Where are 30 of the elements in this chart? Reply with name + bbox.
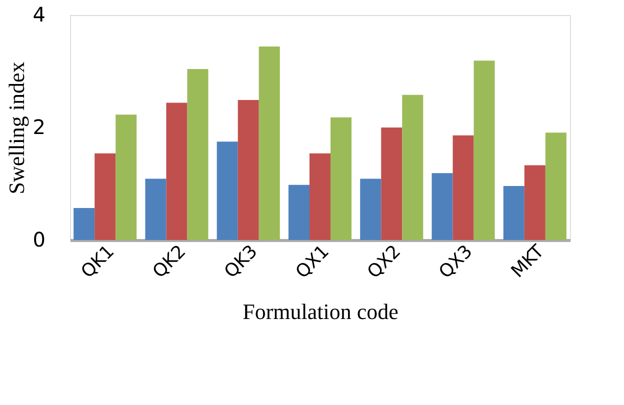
y-axis-title: Swelling index: [4, 62, 29, 194]
bar: [432, 173, 453, 240]
bar: [187, 69, 208, 240]
x-tick-label: QK1: [77, 241, 119, 282]
bar: [74, 208, 95, 240]
bar: [166, 102, 188, 240]
x-axis-title: Formulation code: [242, 299, 398, 324]
bar: [309, 153, 331, 240]
bar: [503, 186, 524, 240]
bar: [216, 142, 238, 240]
bar: [402, 94, 424, 240]
bar: [452, 135, 474, 240]
x-tick-label: QK2: [148, 241, 190, 282]
bar: [360, 178, 382, 240]
bar: [330, 117, 352, 240]
y-tick-label: 2: [32, 115, 46, 139]
bar: [474, 60, 495, 240]
bar: [545, 132, 566, 240]
bar: [258, 46, 280, 240]
x-tick-label: QX1: [292, 241, 334, 283]
x-tick-label: QK3: [220, 241, 262, 282]
y-tick-label: 0: [32, 228, 46, 252]
bar: [288, 184, 310, 240]
bar: [94, 153, 116, 240]
bar: [145, 178, 166, 240]
bar: [524, 165, 546, 240]
y-tick-label: 4: [32, 2, 46, 26]
bar: [238, 100, 259, 240]
bar: [116, 114, 137, 240]
bar: [381, 128, 402, 240]
